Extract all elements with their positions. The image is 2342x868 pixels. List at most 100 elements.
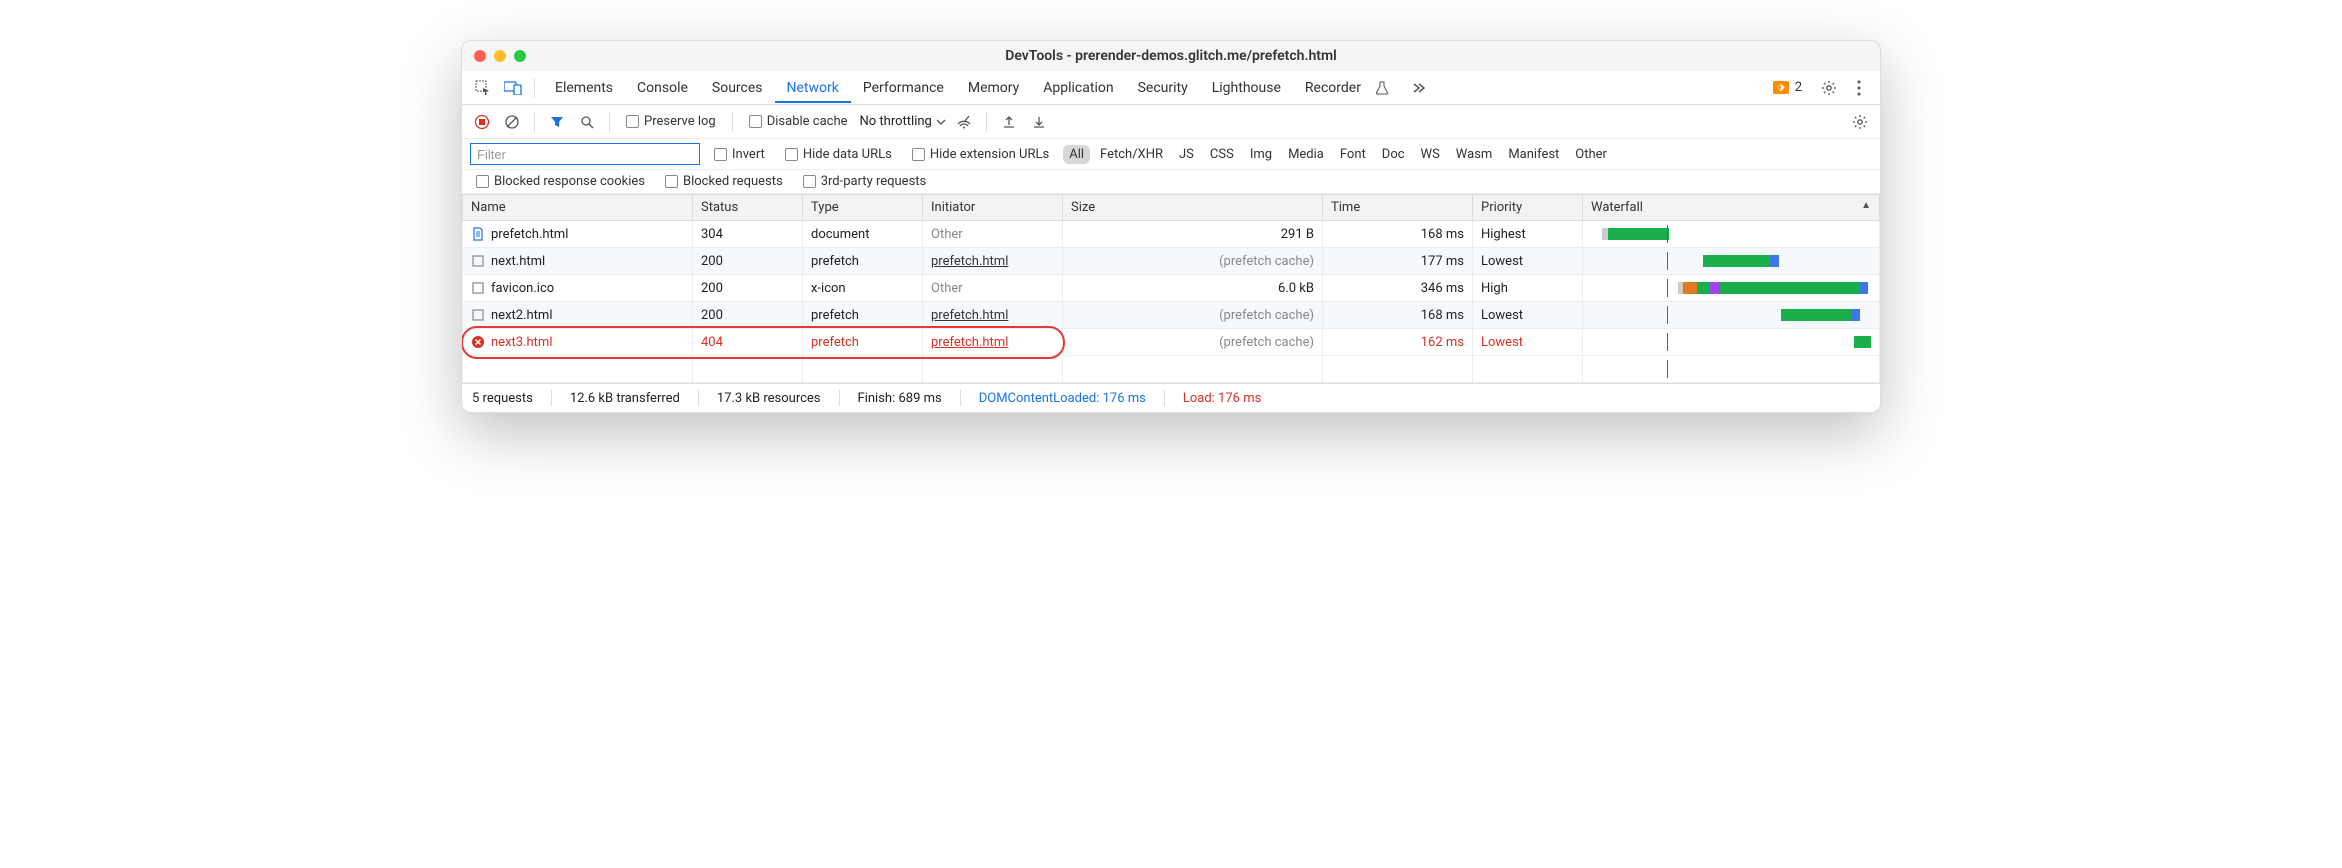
col-initiator[interactable]: Initiator bbox=[923, 195, 1063, 221]
hide-data-label: Hide data URLs bbox=[803, 147, 892, 162]
table-row[interactable]: prefetch.html304documentOther291 B168 ms… bbox=[463, 221, 1880, 248]
filter-input[interactable] bbox=[470, 143, 700, 165]
tab-console[interactable]: Console bbox=[625, 73, 700, 103]
import-har-icon[interactable] bbox=[1027, 110, 1051, 134]
filter-type-all[interactable]: All bbox=[1063, 145, 1090, 164]
titlebar: DevTools - prerender-demos.glitch.me/pre… bbox=[462, 41, 1880, 71]
device-mode-icon[interactable] bbox=[500, 75, 526, 101]
initiator-value: Other bbox=[923, 221, 1063, 248]
initiator-value: prefetch.html bbox=[923, 329, 1063, 356]
tab-elements[interactable]: Elements bbox=[543, 73, 625, 103]
table-row[interactable]: next3.html404prefetchprefetch.html(prefe… bbox=[463, 329, 1880, 356]
clear-button[interactable] bbox=[500, 110, 524, 134]
kebab-menu-icon[interactable] bbox=[1846, 75, 1872, 101]
tab-security[interactable]: Security bbox=[1126, 73, 1200, 103]
file-type-icon bbox=[471, 335, 485, 349]
col-waterfall[interactable]: Waterfall▲ bbox=[1583, 195, 1880, 221]
checkbox-icon bbox=[749, 115, 762, 128]
time-value: 162 ms bbox=[1323, 329, 1473, 356]
type-value: prefetch bbox=[803, 329, 923, 356]
issue-badge-icon: ⬗ bbox=[1773, 81, 1789, 94]
size-value: (prefetch cache) bbox=[1063, 329, 1323, 356]
invert-checkbox[interactable]: Invert bbox=[708, 147, 771, 162]
table-header-row: Name Status Type Initiator Size Time Pri… bbox=[463, 195, 1880, 221]
tab-application[interactable]: Application bbox=[1031, 73, 1125, 103]
network-conditions-icon[interactable] bbox=[952, 110, 976, 134]
recorder-flask-icon bbox=[1369, 75, 1395, 101]
export-har-icon[interactable] bbox=[997, 110, 1021, 134]
third-party-checkbox[interactable]: 3rd-party requests bbox=[797, 174, 933, 189]
blocked-requests-checkbox[interactable]: Blocked requests bbox=[659, 174, 789, 189]
col-type[interactable]: Type bbox=[803, 195, 923, 221]
divider bbox=[534, 112, 535, 132]
status-value: 200 bbox=[693, 275, 803, 302]
filter-type-font[interactable]: Font bbox=[1334, 145, 1372, 164]
request-name: prefetch.html bbox=[491, 227, 568, 242]
request-name: next2.html bbox=[491, 308, 552, 323]
tab-recorder[interactable]: Recorder bbox=[1293, 73, 1373, 103]
time-value: 346 ms bbox=[1323, 275, 1473, 302]
waterfall-cell bbox=[1583, 248, 1880, 275]
summary-load: Load: 176 ms bbox=[1183, 391, 1261, 406]
third-party-label: 3rd-party requests bbox=[821, 174, 927, 189]
filter-type-img[interactable]: Img bbox=[1244, 145, 1278, 164]
col-size[interactable]: Size bbox=[1063, 195, 1323, 221]
table-row[interactable]: next.html200prefetchprefetch.html(prefet… bbox=[463, 248, 1880, 275]
col-name[interactable]: Name bbox=[463, 195, 693, 221]
record-button[interactable] bbox=[470, 110, 494, 134]
panel-gear-icon[interactable] bbox=[1848, 110, 1872, 134]
issues-indicator[interactable]: ⬗ 2 bbox=[1773, 80, 1802, 95]
filter-type-js[interactable]: JS bbox=[1173, 145, 1200, 164]
blocked-cookies-checkbox[interactable]: Blocked response cookies bbox=[470, 174, 651, 189]
col-priority[interactable]: Priority bbox=[1473, 195, 1583, 221]
col-time[interactable]: Time bbox=[1323, 195, 1473, 221]
search-icon[interactable] bbox=[575, 110, 599, 134]
type-value: prefetch bbox=[803, 248, 923, 275]
hide-extension-urls-checkbox[interactable]: Hide extension URLs bbox=[906, 147, 1055, 162]
disable-cache-checkbox[interactable]: Disable cache bbox=[743, 114, 854, 129]
inspect-icon[interactable] bbox=[470, 75, 496, 101]
more-tabs-icon[interactable] bbox=[1405, 75, 1431, 101]
gear-icon[interactable] bbox=[1816, 75, 1842, 101]
col-status[interactable]: Status bbox=[693, 195, 803, 221]
tab-sources[interactable]: Sources bbox=[700, 73, 775, 103]
status-value: 200 bbox=[693, 302, 803, 329]
size-value: 6.0 kB bbox=[1063, 275, 1323, 302]
initiator-link[interactable]: prefetch.html bbox=[931, 254, 1008, 269]
filter-row-2: Blocked response cookies Blocked request… bbox=[462, 170, 1880, 194]
throttling-select[interactable]: No throttling bbox=[860, 114, 946, 129]
filter-type-fetchxhr[interactable]: Fetch/XHR bbox=[1094, 145, 1169, 164]
initiator-link[interactable]: prefetch.html bbox=[931, 335, 1008, 350]
chevron-down-icon bbox=[936, 117, 946, 127]
summary-transferred: 12.6 kB transferred bbox=[570, 391, 680, 406]
tab-memory[interactable]: Memory bbox=[956, 73, 1031, 103]
network-toolbar: Preserve log Disable cache No throttling bbox=[462, 105, 1880, 139]
table-row[interactable]: next2.html200prefetchprefetch.html(prefe… bbox=[463, 302, 1880, 329]
table-row[interactable]: favicon.ico200x-iconOther6.0 kB346 msHig… bbox=[463, 275, 1880, 302]
type-value: prefetch bbox=[803, 302, 923, 329]
hide-data-urls-checkbox[interactable]: Hide data URLs bbox=[779, 147, 898, 162]
disable-cache-label: Disable cache bbox=[767, 114, 848, 129]
main-tabs-bar: ElementsConsoleSourcesNetworkPerformance… bbox=[462, 71, 1880, 105]
tab-performance[interactable]: Performance bbox=[851, 73, 956, 103]
time-value: 168 ms bbox=[1323, 302, 1473, 329]
status-value: 304 bbox=[693, 221, 803, 248]
filter-type-media[interactable]: Media bbox=[1282, 145, 1330, 164]
initiator-value: prefetch.html bbox=[923, 302, 1063, 329]
preserve-log-checkbox[interactable]: Preserve log bbox=[620, 114, 722, 129]
filter-type-doc[interactable]: Doc bbox=[1376, 145, 1411, 164]
initiator-link[interactable]: prefetch.html bbox=[931, 308, 1008, 323]
size-value: 291 B bbox=[1063, 221, 1323, 248]
filter-icon[interactable] bbox=[545, 110, 569, 134]
tab-lighthouse[interactable]: Lighthouse bbox=[1200, 73, 1293, 103]
tab-network[interactable]: Network bbox=[775, 73, 851, 103]
filter-type-manifest[interactable]: Manifest bbox=[1502, 145, 1565, 164]
waterfall-cell bbox=[1583, 275, 1880, 302]
filter-type-other[interactable]: Other bbox=[1569, 145, 1613, 164]
filter-type-wasm[interactable]: Wasm bbox=[1450, 145, 1499, 164]
time-value: 177 ms bbox=[1323, 248, 1473, 275]
devtools-window: DevTools - prerender-demos.glitch.me/pre… bbox=[461, 40, 1881, 413]
preserve-log-label: Preserve log bbox=[644, 114, 716, 129]
filter-type-css[interactable]: CSS bbox=[1204, 145, 1240, 164]
filter-type-ws[interactable]: WS bbox=[1415, 145, 1446, 164]
